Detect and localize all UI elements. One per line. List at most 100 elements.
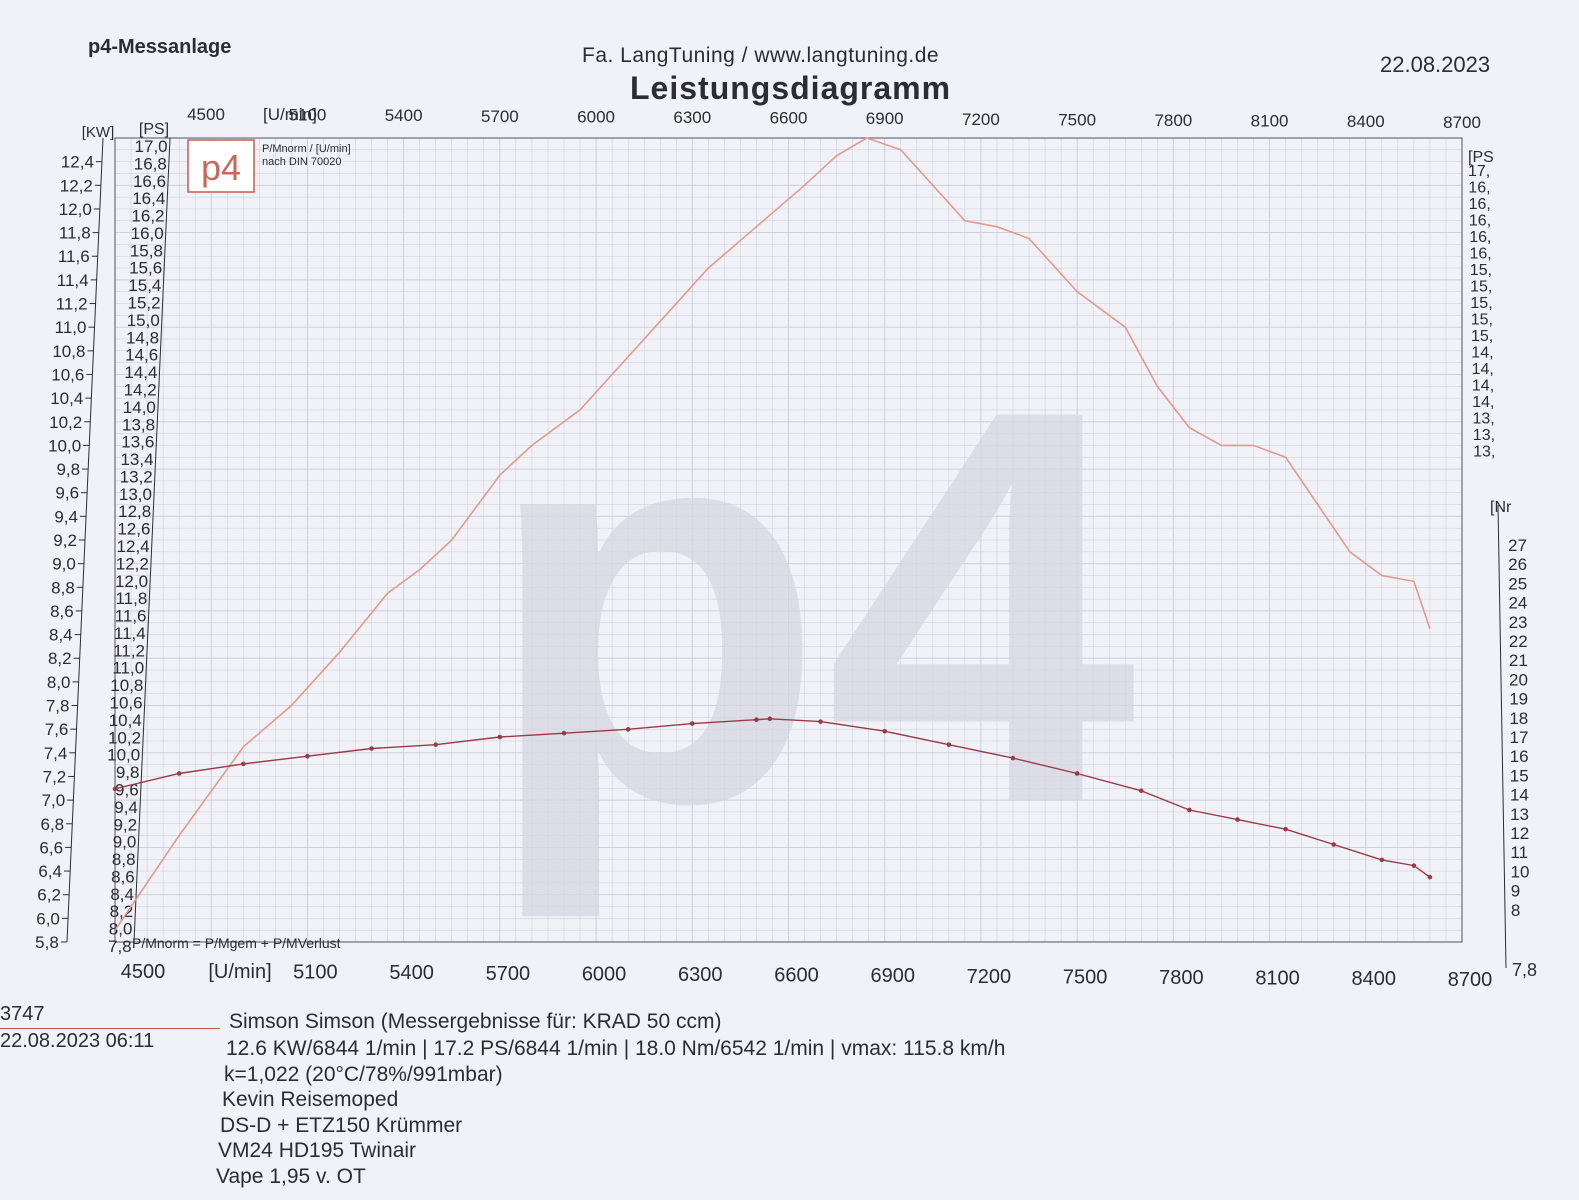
torque-point xyxy=(767,716,773,722)
ps-tick: 12,2 xyxy=(116,554,149,573)
ps-tick: 14,6 xyxy=(125,346,158,365)
kw-tick: 11,8 xyxy=(59,224,91,243)
watermark: p4 xyxy=(483,293,1140,923)
kw-tick: 10,8 xyxy=(52,342,85,361)
kw-tick: 6,4 xyxy=(38,862,62,881)
torque-point xyxy=(754,717,759,723)
right-ps-tick: 14, xyxy=(1472,361,1494,378)
nm-tick: 13 xyxy=(1510,805,1529,824)
legend-top-1: nach DIN 70020 xyxy=(262,156,342,168)
bottom-x-tick: 7500 xyxy=(1063,966,1108,988)
nm-tick: 16 xyxy=(1510,747,1529,766)
kw-tick: 9,0 xyxy=(52,555,76,574)
top-x-tick: 6600 xyxy=(770,109,808,128)
kw-tick: 11,4 xyxy=(57,271,89,290)
info-line-0: Simson Simson (Messergebnisse für: KRAD … xyxy=(229,1010,722,1033)
info-line-6: Vape 1,95 v. OT xyxy=(216,1165,366,1188)
kw-tick: 9,4 xyxy=(54,507,78,526)
kw-tick: 10,2 xyxy=(49,413,82,432)
right-ps-tick: 13, xyxy=(1473,411,1495,428)
bottom-x-tick: 8700 xyxy=(1448,969,1493,991)
torque-point xyxy=(1010,755,1016,761)
ps-tick: 15,4 xyxy=(128,276,161,295)
top-x-tick: 8400 xyxy=(1347,112,1385,131)
bottom-x-tick: 8100 xyxy=(1255,968,1300,990)
bottom-x-tick: 4500 xyxy=(121,961,166,983)
ps-tick: 8,2 xyxy=(110,902,134,921)
nm-tick: 23 xyxy=(1509,613,1528,632)
nm-tick: 20 xyxy=(1509,670,1528,689)
bottom-x-tick: 6000 xyxy=(582,963,627,985)
kw-tick: 11,2 xyxy=(56,295,88,314)
kw-tick: 10,4 xyxy=(50,389,83,408)
ps-axis-line xyxy=(133,137,171,943)
right-ps-tick: 15, xyxy=(1470,279,1492,296)
ps-tick: 7,8 xyxy=(108,937,132,956)
ps-tick: 11,6 xyxy=(115,607,147,626)
kw-axis-label: [KW] xyxy=(82,124,115,141)
nm-tick: 24 xyxy=(1508,594,1527,613)
nm-axis-line xyxy=(1497,504,1507,969)
ps-tick: 16,8 xyxy=(134,154,167,173)
header-date: 22.08.2023 xyxy=(1380,52,1491,77)
right-ps-tick: 15, xyxy=(1471,312,1493,329)
info-line-2: k=1,022 (20°C/78%/991mbar) xyxy=(224,1063,503,1086)
top-x-tick: 5100 xyxy=(289,106,327,125)
top-x-tick: 8700 xyxy=(1443,113,1481,132)
ps-tick: 10,8 xyxy=(110,676,143,695)
ps-tick: 12,8 xyxy=(118,502,151,521)
nm-tick: 19 xyxy=(1509,690,1528,709)
kw-axis-line xyxy=(66,137,104,943)
kw-tick: 7,0 xyxy=(42,791,66,810)
top-x-tick: 7200 xyxy=(962,110,1000,129)
ps-tick: 16,0 xyxy=(131,224,164,243)
info-line-1: 12.6 KW/6844 1/min | 17.2 PS/6844 1/min … xyxy=(226,1037,1006,1060)
nm-tick: 25 xyxy=(1508,574,1527,593)
run-datetime: 22.08.2023 06:11 xyxy=(0,1030,155,1052)
kw-tick: 6,2 xyxy=(37,886,61,905)
right-ps-tick: 14, xyxy=(1472,394,1494,411)
kw-tick: 11,0 xyxy=(55,318,87,337)
kw-tick: 7,4 xyxy=(44,744,68,763)
ps-tick: 11,2 xyxy=(113,641,145,660)
kw-tick: 7,6 xyxy=(45,720,69,739)
bottom-x-unit: [U/min] xyxy=(208,961,271,983)
nm-tick: 17 xyxy=(1510,728,1529,747)
ps-tick: 16,4 xyxy=(132,189,165,208)
torque-point xyxy=(1379,857,1385,863)
kw-tick: 12,2 xyxy=(60,176,93,195)
right-ps-tick: 16, xyxy=(1468,180,1490,197)
torque-point xyxy=(561,730,567,736)
nm-tick: 8 xyxy=(1511,901,1520,920)
kw-tick: 8,4 xyxy=(49,626,73,645)
bottom-x-tick: 7200 xyxy=(967,966,1012,988)
ps-axis-label: [PS] xyxy=(139,121,169,138)
info-line-4: DS-D + ETZ150 Krümmer xyxy=(220,1114,463,1137)
torque-point xyxy=(882,728,888,734)
ps-tick: 8,8 xyxy=(112,850,136,869)
torque-point xyxy=(1283,826,1288,832)
ps-tick: 10,0 xyxy=(107,746,140,765)
ps-tick: 16,2 xyxy=(131,207,164,226)
ps-tick: 9,8 xyxy=(116,763,140,782)
ps-tick: 8,4 xyxy=(110,885,134,904)
header-company: Fa. LangTuning / www.langtuning.de xyxy=(582,44,940,67)
bottom-x-tick: 8400 xyxy=(1352,968,1397,990)
kw-tick: 8,6 xyxy=(50,602,74,621)
torque-point xyxy=(1235,817,1240,822)
bottom-x-tick: 5100 xyxy=(293,962,338,984)
ps-tick: 15,0 xyxy=(127,311,160,330)
kw-tick: 10,0 xyxy=(48,436,81,455)
nm-tick: 14 xyxy=(1510,786,1529,805)
torque-point xyxy=(946,742,952,747)
nm-tick: 15 xyxy=(1510,766,1529,785)
kw-tick: 7,8 xyxy=(46,697,70,716)
plot-frame xyxy=(114,137,1463,943)
kw-tick: 12,0 xyxy=(59,200,92,219)
torque-point xyxy=(1411,863,1417,868)
top-x-tick: 6300 xyxy=(673,108,711,127)
ps-tick: 11,0 xyxy=(112,659,144,678)
ps-tick: 13,4 xyxy=(120,450,153,469)
nm-tick: 22 xyxy=(1509,632,1528,651)
